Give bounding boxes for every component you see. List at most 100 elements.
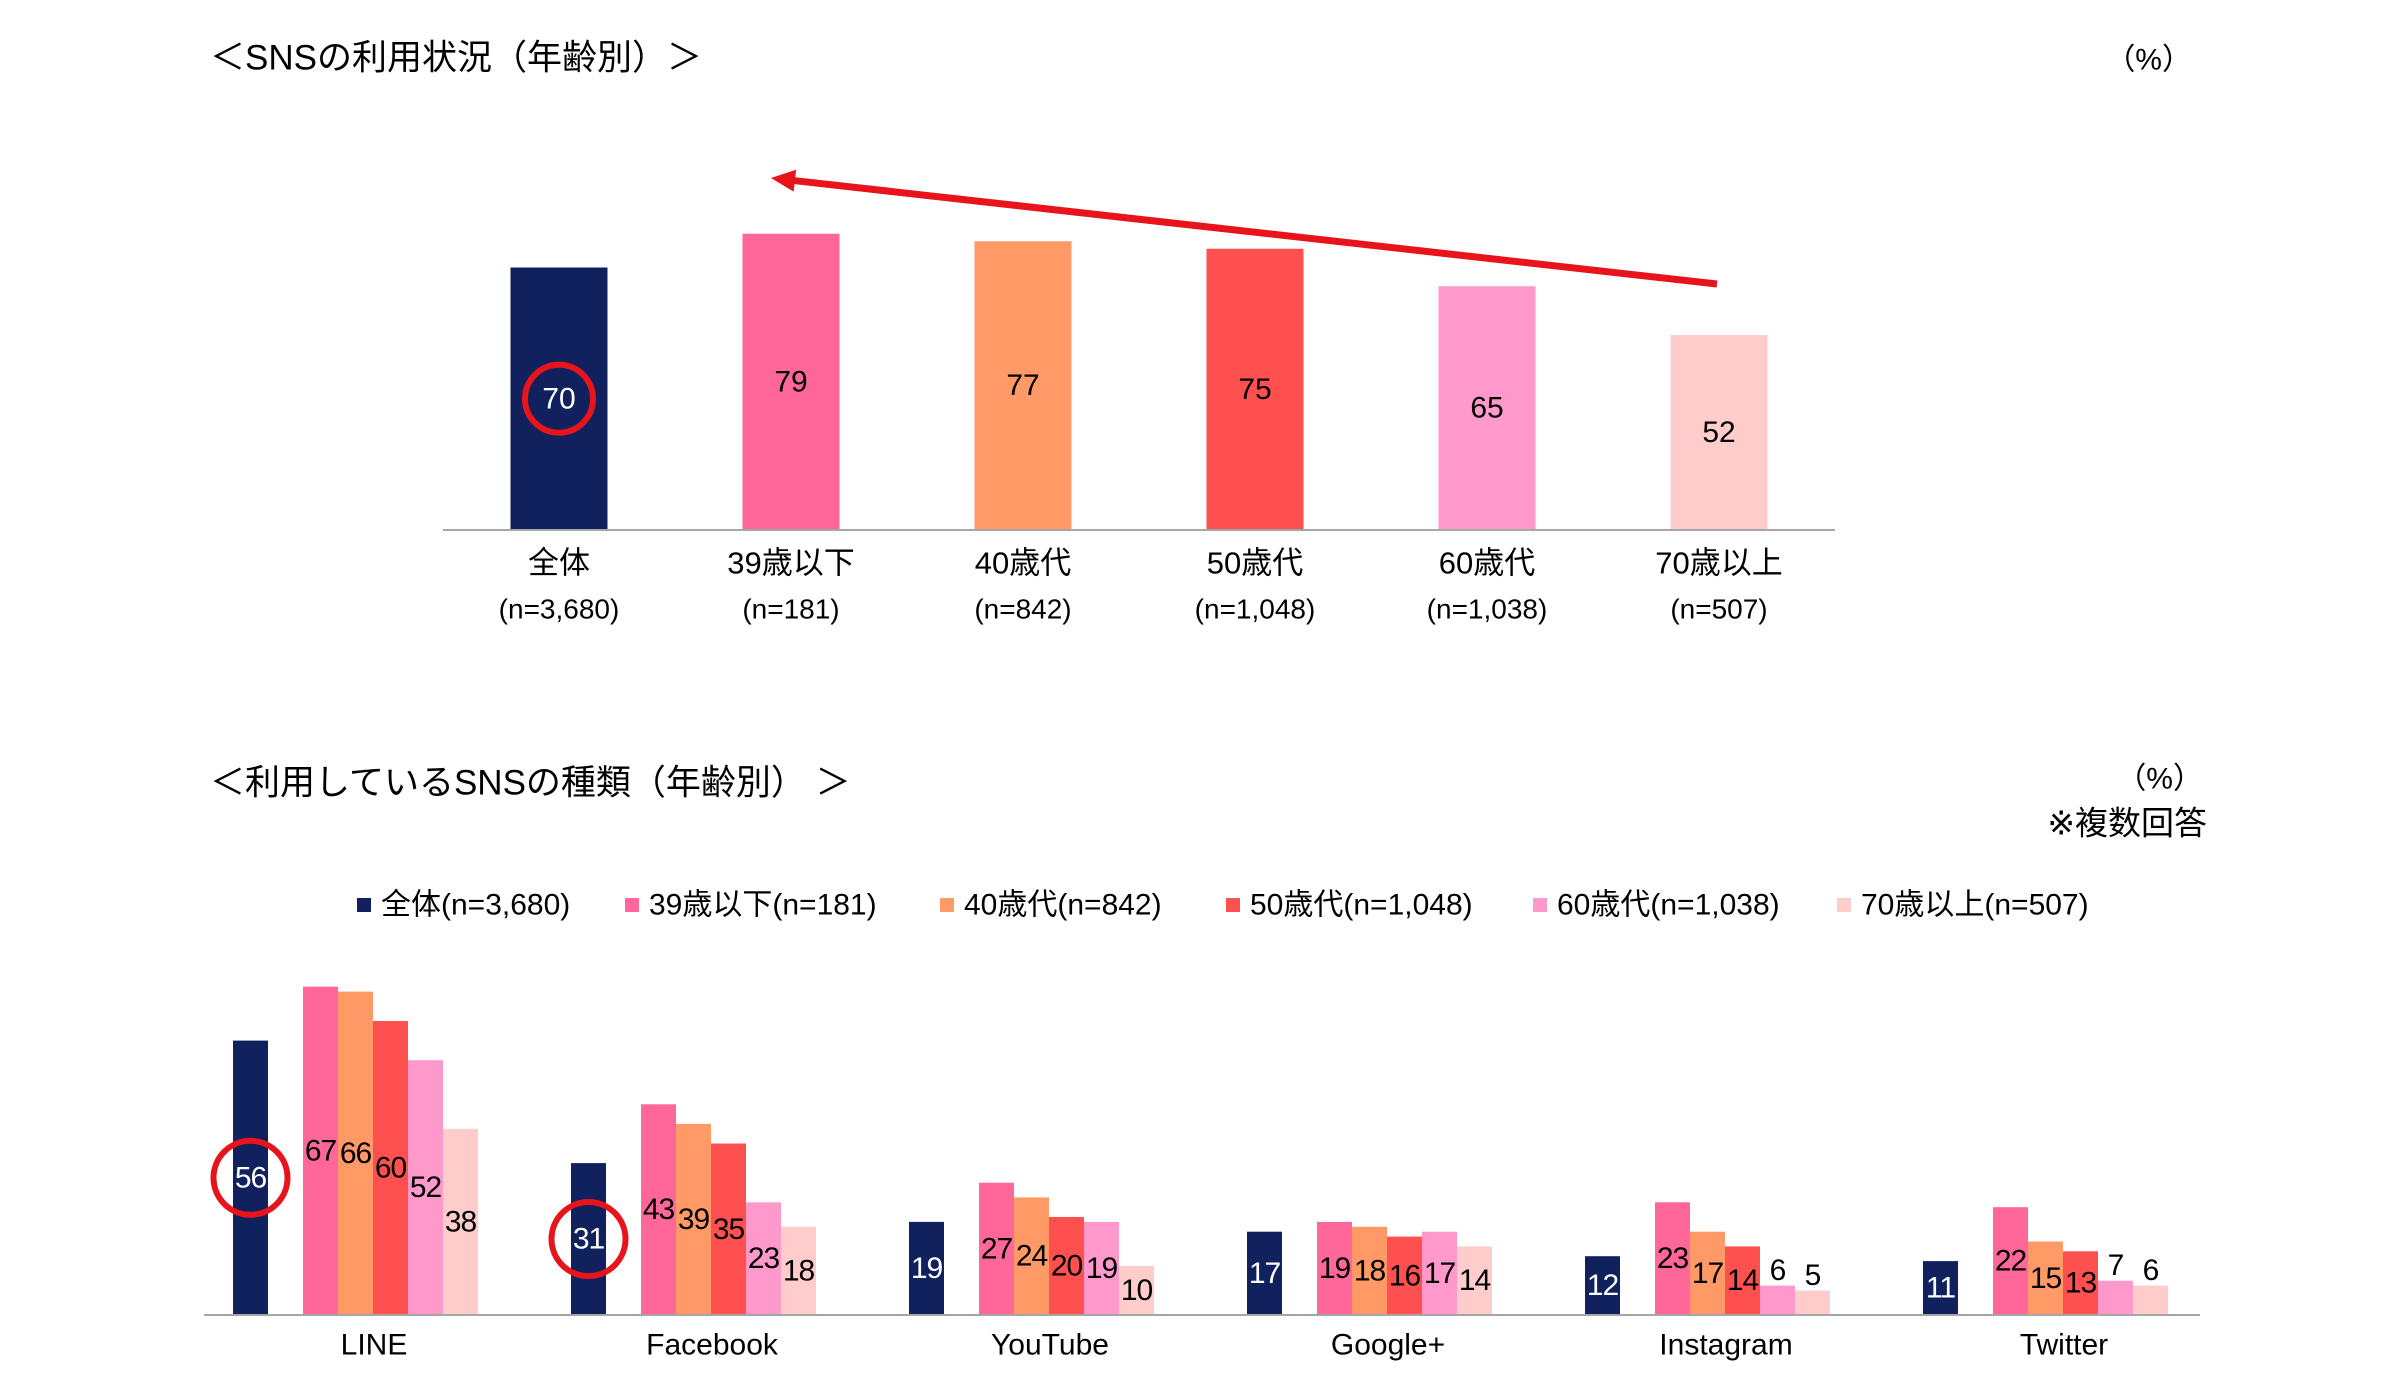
- bar-twitter-60s: [2098, 1280, 2133, 1315]
- sample-size-label-50s: (n=1,048): [1195, 594, 1316, 625]
- value-label-line-39-and-under: 67: [305, 1134, 337, 1167]
- value-label-facebook-50s: 35: [713, 1213, 745, 1246]
- legend-item-60s: 60歳代(n=1,038): [1533, 889, 1780, 922]
- bar-instagram-70-and-over: [1795, 1290, 1830, 1315]
- value-label-twitter-60s: 7: [2108, 1249, 2124, 1282]
- value-label-youtube-50s: 20: [1051, 1250, 1083, 1283]
- bar-50s: [1206, 248, 1304, 530]
- value-label-facebook-39-and-under: 43: [643, 1193, 675, 1226]
- types-chart-title: ＜利用しているSNSの種類（年齢別） ＞: [210, 764, 851, 803]
- bar-70-and-over: [1670, 335, 1768, 530]
- bar-youtube-50s: [1049, 1217, 1084, 1315]
- value-label-facebook-70-and-over: 18: [783, 1254, 815, 1287]
- legend-swatch-50s: [1226, 898, 1240, 912]
- value-label-youtube-40s: 24: [1016, 1240, 1048, 1273]
- bar-youtube-60s: [1084, 1221, 1119, 1315]
- legend-label-60s: 60歳代(n=1,038): [1557, 889, 1780, 922]
- value-label-google-plus-all: 17: [1249, 1257, 1281, 1290]
- sample-size-label-39-and-under: (n=181): [742, 594, 839, 625]
- legend-label-40s: 40歳代(n=842): [964, 889, 1162, 922]
- value-label-google-plus-40s: 18: [1354, 1254, 1386, 1287]
- bar-60s: [1438, 286, 1536, 530]
- sample-size-label-all: (n=3,680): [499, 594, 620, 625]
- category-label-all: 全体: [528, 546, 590, 581]
- usage-chart-title: ＜SNSの利用状況（年齢別）＞: [210, 39, 702, 78]
- legend-swatch-60s: [1533, 898, 1547, 912]
- value-label-60s: 65: [1470, 392, 1503, 425]
- value-label-instagram-50s: 14: [1727, 1264, 1759, 1297]
- value-label-youtube-all: 19: [911, 1252, 943, 1285]
- legend-item-all: 全体(n=3,680): [357, 889, 570, 922]
- bar-google-plus-all: [1247, 1231, 1282, 1315]
- types-chart-legend: 全体(n=3,680) 39歳以下(n=181) 40歳代(n=842) 50歳代(n…: [357, 889, 2089, 922]
- legend-item-50s: 50歳代(n=1,048): [1226, 889, 1473, 922]
- value-label-twitter-all: 11: [1926, 1272, 1955, 1305]
- bar-facebook-50s: [711, 1143, 746, 1315]
- trend-arrow-head: [771, 169, 797, 192]
- value-label-google-plus-50s: 16: [1389, 1259, 1421, 1292]
- usage-chart-annotations: [522, 169, 1718, 436]
- category-label-40s: 40歳代: [975, 546, 1071, 581]
- legend-item-39-and-under: 39歳以下(n=181): [625, 889, 877, 922]
- bar-youtube-70-and-over: [1119, 1266, 1154, 1315]
- legend-item-70-and-over: 70歳以上(n=507): [1837, 889, 2089, 922]
- value-label-facebook-40s: 39: [678, 1203, 710, 1236]
- value-label-youtube-39-and-under: 27: [981, 1232, 1013, 1265]
- highlight-circle-facebook: [548, 1199, 629, 1280]
- value-label-youtube-60s: 19: [1086, 1252, 1118, 1285]
- value-label-instagram-60s: 6: [1770, 1254, 1786, 1287]
- bar-youtube-40s: [1014, 1197, 1049, 1315]
- bar-instagram-all: [1585, 1256, 1620, 1315]
- bar-twitter-50s: [2063, 1251, 2098, 1315]
- bar-google-plus-39-and-under: [1317, 1221, 1352, 1315]
- types-chart-bars: [233, 986, 2168, 1315]
- legend-label-50s: 50歳代(n=1,048): [1250, 889, 1473, 922]
- bar-line-39-and-under: [303, 986, 338, 1315]
- bar-google-plus-50s: [1387, 1236, 1422, 1315]
- value-label-twitter-39-and-under: 22: [1995, 1245, 2027, 1278]
- legend-swatch-39-and-under: [625, 898, 639, 912]
- usage-by-age-chart: ＜SNSの利用状況（年齢別）＞ （%） 70 79 77 75 65 52 全体 (n=3,…: [210, 39, 2192, 625]
- value-label-line-40s: 66: [340, 1137, 372, 1170]
- bar-line-60s: [408, 1060, 443, 1315]
- types-chart-x-axis: LINE Facebook YouTube Google+ Instagram Twitt…: [204, 1314, 2200, 1362]
- bar-39-and-under: [742, 233, 840, 530]
- bar-instagram-40s: [1690, 1231, 1725, 1315]
- category-label-50s: 50歳代: [1207, 546, 1303, 581]
- category-label-70-and-over: 70歳以上: [1655, 546, 1782, 581]
- value-label-instagram-all: 12: [1587, 1269, 1619, 1302]
- bar-youtube-39-and-under: [979, 1182, 1014, 1315]
- types-chart-note: ※複数回答: [2047, 805, 2207, 842]
- legend-label-70-and-over: 70歳以上(n=507): [1861, 889, 2089, 922]
- legend-swatch-40s: [940, 898, 954, 912]
- legend-item-40s: 40歳代(n=842): [940, 889, 1162, 922]
- value-label-google-plus-70-and-over: 14: [1459, 1264, 1491, 1297]
- usage-chart-x-axis: 全体 (n=3,680) 39歳以下 (n=181) 40歳代 (n=842) 50歳代 (n…: [443, 529, 1835, 625]
- value-label-40s: 77: [1006, 369, 1039, 402]
- bar-twitter-all: [1923, 1261, 1958, 1315]
- value-label-instagram-70-and-over: 5: [1805, 1259, 1821, 1292]
- sample-size-label-70-and-over: (n=507): [1670, 594, 1767, 625]
- bar-instagram-50s: [1725, 1246, 1760, 1315]
- highlight-circle-line: [210, 1137, 291, 1218]
- bar-instagram-60s: [1760, 1285, 1795, 1315]
- value-label-all: 70: [542, 382, 575, 415]
- highlight-circle: [522, 361, 596, 436]
- legend-label-39-and-under: 39歳以下(n=181): [649, 889, 877, 922]
- sample-size-label-40s: (n=842): [974, 594, 1071, 625]
- bar-40s: [974, 241, 1072, 530]
- value-label-twitter-50s: 13: [2065, 1267, 2097, 1300]
- legend-swatch-70-and-over: [1837, 898, 1851, 912]
- bar-facebook-39-and-under: [641, 1104, 676, 1315]
- usage-chart-bars: [510, 233, 1768, 530]
- types-chart-annotations: [210, 1137, 629, 1280]
- value-label-twitter-70-and-over: 6: [2143, 1254, 2159, 1287]
- value-label-google-plus-39-and-under: 19: [1319, 1252, 1351, 1285]
- usage-chart-value-labels: 70 79 77 75 65 52: [542, 365, 1735, 449]
- category-label-39-and-under: 39歳以下: [727, 546, 854, 581]
- bar-twitter-40s: [2028, 1241, 2063, 1315]
- value-label-instagram-40s: 17: [1692, 1257, 1724, 1290]
- value-label-youtube-70-and-over: 10: [1121, 1274, 1153, 1307]
